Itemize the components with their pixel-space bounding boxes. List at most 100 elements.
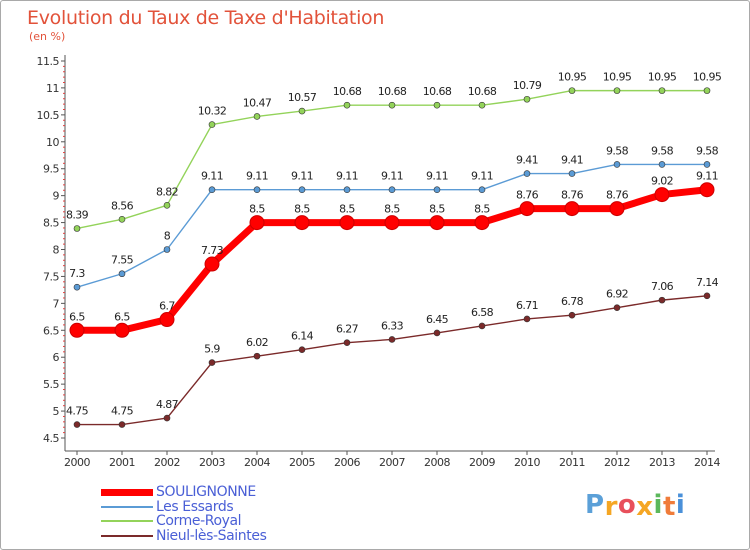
data-label: 8.5 [474, 203, 490, 216]
data-point [523, 315, 531, 323]
data-label: 10.57 [288, 91, 317, 104]
brand-letter: i [653, 490, 663, 520]
y-tick-label: 6 [53, 351, 60, 364]
x-tick-label: 2012 [604, 456, 630, 469]
data-point [208, 359, 216, 366]
data-label: 10.95 [603, 71, 632, 84]
data-label: 8.56 [111, 199, 134, 212]
data-point [474, 215, 490, 231]
y-tick-label: 10 [46, 136, 59, 149]
data-point [388, 186, 396, 194]
data-label: 6.02 [246, 336, 268, 349]
data-point [613, 161, 621, 168]
data-label: 9.11 [426, 170, 448, 183]
chart-axes: 4.5 5 5.5 6 6.5 7 7.5 8 8.5 9 9.5 10 10.5 11 11.5 2000 2… [37, 55, 721, 469]
data-point [654, 187, 670, 203]
legend-swatch [101, 520, 153, 523]
data-point [253, 113, 261, 120]
data-point [609, 201, 625, 217]
brand-logo: Proxiti [585, 490, 686, 522]
data-point [658, 87, 666, 94]
x-tick-label: 2006 [334, 456, 360, 469]
data-label: 8.76 [516, 189, 539, 202]
data-label: 10.32 [198, 105, 227, 118]
data-label: 9.41 [561, 154, 583, 167]
data-point [69, 322, 85, 338]
data-point [388, 336, 396, 343]
data-point [478, 186, 486, 194]
data-label: 9.58 [696, 144, 719, 157]
data-point [568, 311, 576, 319]
data-label: 5.9 [204, 343, 220, 356]
chart-legend: SOULIGNONNE Les Essards Corme-Royal Nieul-l… [101, 485, 267, 544]
data-point [384, 215, 400, 231]
x-tick-label: 2014 [694, 456, 720, 469]
data-point [703, 87, 711, 94]
legend-swatch [101, 534, 153, 537]
data-point [204, 256, 220, 272]
data-label: 6.33 [381, 319, 404, 332]
y-tick-label: 7.5 [43, 270, 59, 283]
data-label: 9.11 [381, 170, 403, 183]
chart-data-labels: 6.5 6.5 6.7 7.73 8.5 8.5 8.5 8.5 8.5 8.5 8.76 8.76 8… [66, 71, 722, 418]
data-label: 6.92 [606, 288, 628, 301]
x-tick-label: 2010 [514, 456, 540, 469]
data-label: 8.5 [339, 203, 355, 216]
data-label: 8.5 [429, 203, 445, 216]
y-tick-label: 11.5 [37, 55, 60, 68]
data-point [658, 161, 666, 168]
data-point [163, 414, 171, 422]
x-tick-label: 2000 [64, 456, 90, 469]
data-label: 8.5 [249, 203, 265, 216]
legend-item: SOULIGNONNE [101, 485, 266, 500]
data-label: 10.68 [468, 85, 497, 98]
data-label: 10.68 [378, 85, 407, 98]
series-soulignonne [69, 182, 715, 338]
data-point [613, 87, 621, 94]
data-label: 6.7 [159, 300, 175, 313]
data-label: 7.55 [111, 254, 134, 267]
data-point [699, 182, 715, 198]
data-label: 9.58 [606, 144, 629, 157]
data-point [433, 329, 441, 337]
data-point [339, 215, 355, 231]
data-label: 6.5 [69, 310, 85, 323]
data-point [73, 225, 81, 232]
legend-label: Les Essards [156, 498, 234, 515]
series-corme-royal [73, 87, 711, 232]
legend-label: SOULIGNONNE [156, 484, 256, 501]
data-label: 9.11 [201, 170, 223, 183]
data-point [298, 186, 306, 194]
data-label: 6.78 [561, 295, 584, 308]
data-label: 10.95 [558, 71, 587, 84]
y-tick-label: 5 [53, 405, 60, 418]
x-tick-label: 2004 [244, 456, 270, 469]
x-tick-label: 2009 [469, 456, 495, 469]
data-label: 10.47 [243, 96, 272, 109]
data-point [114, 322, 130, 338]
data-label: 10.95 [648, 71, 677, 84]
data-point [253, 352, 261, 360]
data-point [163, 246, 171, 253]
data-label: 4.75 [66, 405, 89, 418]
y-tick-label: 10.5 [37, 109, 60, 122]
data-point [523, 170, 531, 177]
legend-label: Corme-Royal [156, 513, 242, 530]
data-point [523, 95, 531, 103]
data-point [478, 322, 486, 330]
series-les-essards [73, 161, 711, 291]
legend-item: Les Essards [101, 500, 266, 515]
data-point [118, 421, 126, 428]
legend-swatch [101, 505, 153, 508]
data-point [73, 421, 81, 428]
data-point [568, 87, 576, 94]
y-tick-label: 4.5 [43, 432, 59, 445]
data-point [163, 202, 171, 209]
data-point [298, 107, 306, 115]
x-tick-label: 2011 [559, 456, 585, 469]
legend-item: Nieul-lès-Saintes [101, 529, 267, 544]
data-point [298, 346, 306, 353]
brand-letter: i [675, 490, 686, 520]
data-label: 6.71 [516, 299, 538, 312]
y-tick-label: 5.5 [43, 378, 59, 391]
